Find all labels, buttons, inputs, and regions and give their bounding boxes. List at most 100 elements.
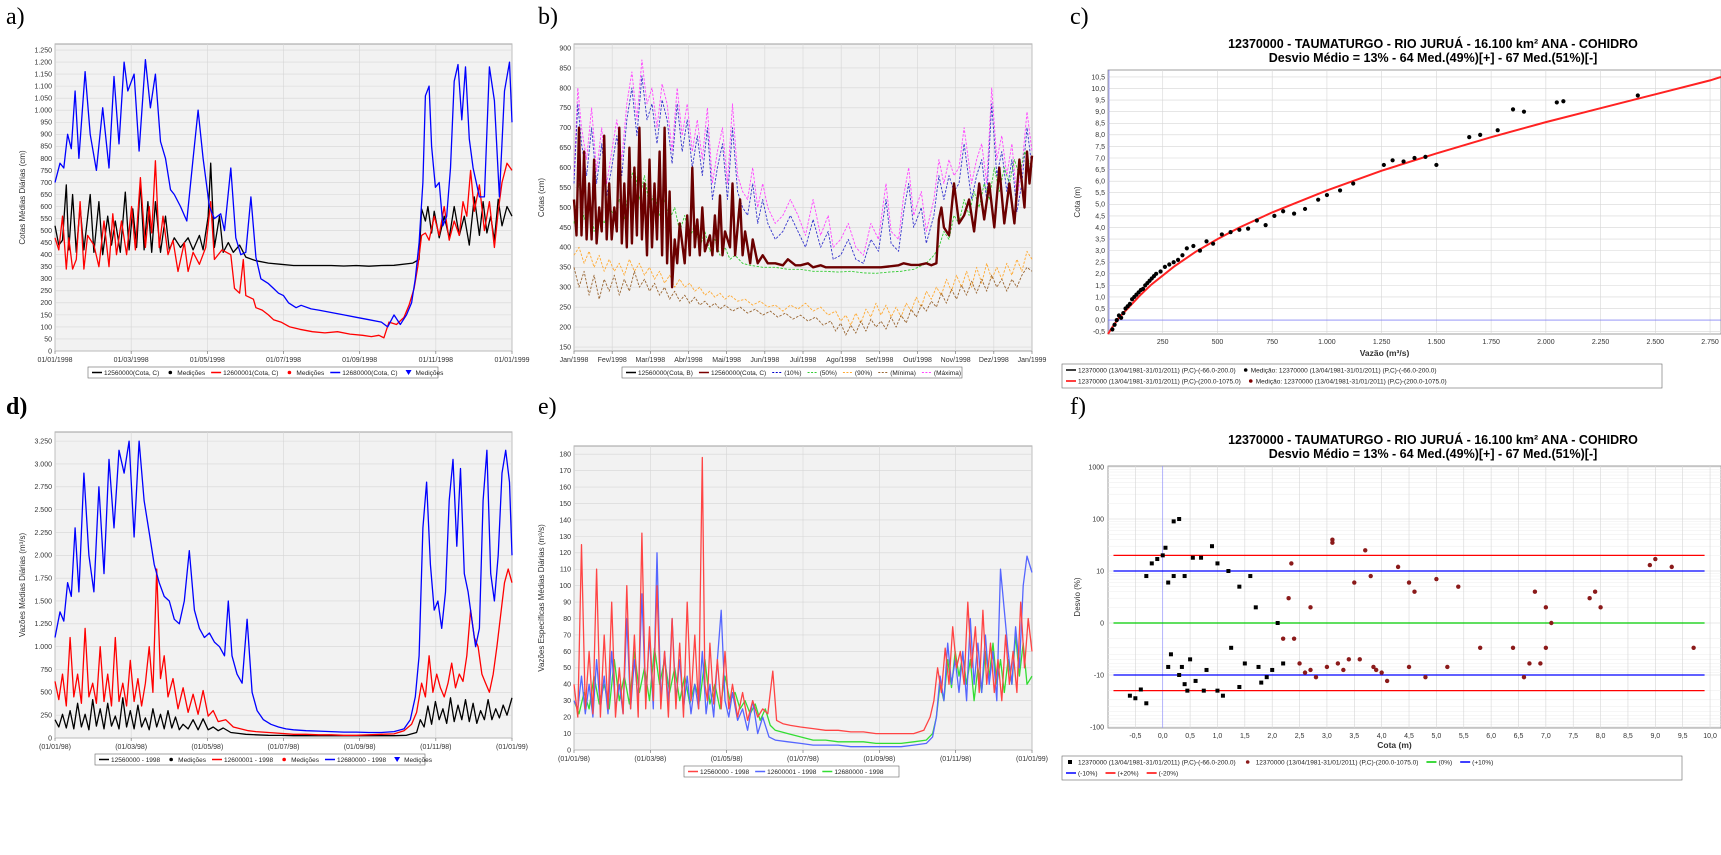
y-tick-label: 950: [40, 120, 52, 127]
x-tick-label: 0,0: [1158, 733, 1168, 740]
measurement-point: [1121, 311, 1126, 316]
y-tick-label: 300: [559, 285, 571, 292]
deviation-point: [1182, 574, 1187, 579]
deviation-point: [1215, 688, 1220, 693]
deviation-point: [1199, 555, 1204, 560]
y-tick-label: 2.250: [34, 530, 52, 537]
deviation-point: [1177, 673, 1182, 677]
x-tick-label: 7,5: [1568, 733, 1578, 740]
y-tick-label: 200: [559, 324, 571, 331]
legend-label: Medição: 12370000 (13/04/1981-31/01/2011…: [1251, 368, 1437, 375]
y-tick-label: 700: [40, 180, 52, 187]
deviation-point: [1592, 589, 1598, 594]
measurement-point: [1561, 99, 1566, 104]
legend-label: 12560000 - 1998: [111, 757, 161, 764]
measurement-point: [1510, 107, 1516, 112]
deviation-point: [1204, 667, 1209, 672]
y-tick-label: 350: [40, 264, 52, 271]
series-line: [573, 266, 1033, 336]
x-tick-label: Set/1998: [865, 357, 893, 364]
y-tick-label: 250: [559, 305, 571, 312]
legend-label: 12560000(Cota, B): [638, 370, 693, 377]
y-tick-label: 1.500: [34, 598, 52, 605]
x-tick-label: 2.500: [1647, 339, 1665, 346]
deviation-point: [1171, 519, 1176, 524]
deviation-point: [1527, 661, 1532, 666]
y-tick-label: 120: [559, 550, 571, 557]
deviation-point: [1341, 667, 1346, 673]
x-tick-label: 2,5: [1295, 733, 1305, 740]
y-tick-label: 1,5: [1095, 283, 1105, 290]
y-tick-label: 1.750: [34, 576, 52, 583]
measurement-point: [1219, 232, 1224, 237]
y-tick-label: 1.250: [34, 621, 52, 628]
y-tick-label: 1.100: [34, 84, 52, 91]
y-tick-label: 4,5: [1095, 213, 1105, 220]
measurement-point: [1434, 162, 1439, 168]
deviation-point: [1264, 675, 1269, 680]
measurement-point: [1302, 206, 1308, 212]
y-tick-label: 100: [559, 583, 571, 590]
x-tick-label: (01/01/99): [496, 744, 528, 751]
x-tick-label: 5,5: [1459, 733, 1469, 740]
deviation-point: [1155, 557, 1160, 562]
measurement-point: [1127, 301, 1132, 306]
deviation-point: [1168, 652, 1173, 657]
y-axis-label: Vazões Específicas Médias Diárias (m³/s): [537, 524, 546, 672]
y-tick-label: 170: [559, 468, 571, 475]
deviation-point: [1412, 589, 1417, 594]
legend-swatch: [1245, 760, 1250, 764]
y-axis-label: Cotas (cm): [537, 178, 546, 217]
deviation-point: [1237, 684, 1242, 689]
x-tick-label: (01/07/98): [268, 744, 300, 751]
legend: 12560000(Cota, C) Medições 12600001(Cota, …: [87, 366, 444, 379]
x-tick-label: (01/05/98): [191, 744, 223, 751]
x-tick-label: (01/09/98): [344, 744, 376, 751]
legend-label: 12560000 - 1998: [700, 769, 750, 776]
legend-label: 12600001 - 1998: [224, 757, 274, 764]
deviation-point: [1653, 556, 1658, 562]
legend-label: (+20%): [1118, 771, 1139, 778]
x-tick-label: 01/01/1998: [37, 357, 72, 364]
deviation-point: [1434, 576, 1439, 582]
x-tick-label: 2.750: [1701, 339, 1719, 346]
x-tick-label: 01/05/1998: [190, 357, 225, 364]
y-tick-label: -0,5: [1093, 329, 1105, 336]
deviation-point: [1379, 670, 1384, 675]
x-tick-label: Jul/1998: [790, 357, 817, 364]
legend-label: Medições: [296, 370, 325, 377]
plot-area: [1107, 69, 1721, 335]
legend: 12370000 (13/04/1981-31/01/2011) (P,C)-(…: [1061, 755, 1683, 781]
chart-f-subtitle: Desvio Médio = 13% - 64 Med.(49%)[+] - 6…: [1269, 447, 1598, 461]
panel-letter-e: e): [538, 394, 557, 420]
y-tick-label: 130: [559, 534, 571, 541]
deviation-point: [1281, 661, 1286, 666]
measurement-point: [1210, 241, 1216, 246]
y-tick-label: 6,5: [1095, 167, 1105, 174]
measurement-point: [1381, 162, 1386, 168]
legend-label: Medições: [404, 757, 433, 764]
deviation-point: [1543, 645, 1549, 651]
x-tick-label: 1.250: [1373, 339, 1391, 346]
deviation-point: [1237, 584, 1242, 589]
y-tick-label: 250: [40, 713, 52, 720]
deviation-point: [1669, 564, 1674, 570]
measurement-point: [1110, 327, 1115, 332]
y-tick-label: 850: [559, 65, 571, 72]
series-line: [54, 162, 513, 267]
legend-label: 12680000 - 1998: [834, 769, 884, 776]
chart-c-subtitle: Desvio Médio = 13% - 64 Med.(49%)[+] - 6…: [1269, 51, 1598, 65]
y-tick-label: 500: [40, 690, 52, 697]
legend-label: (10%): [784, 370, 801, 377]
x-tick-label: 3,5: [1349, 733, 1359, 740]
legend-label: 12370000 (13/04/1981-31/01/2011) (P,C)-(…: [1078, 368, 1236, 375]
deviation-point: [1395, 564, 1401, 570]
legend-box: [94, 753, 426, 766]
y-tick-label: 100: [1092, 516, 1104, 523]
x-tick-label: (01/11/98): [940, 756, 971, 763]
measurement-point: [1521, 109, 1527, 114]
measurement-point: [1112, 322, 1117, 327]
y-tick-label: 8,0: [1095, 132, 1105, 139]
deviation-point: [1406, 664, 1412, 670]
x-tick-label: 8,5: [1623, 733, 1633, 740]
